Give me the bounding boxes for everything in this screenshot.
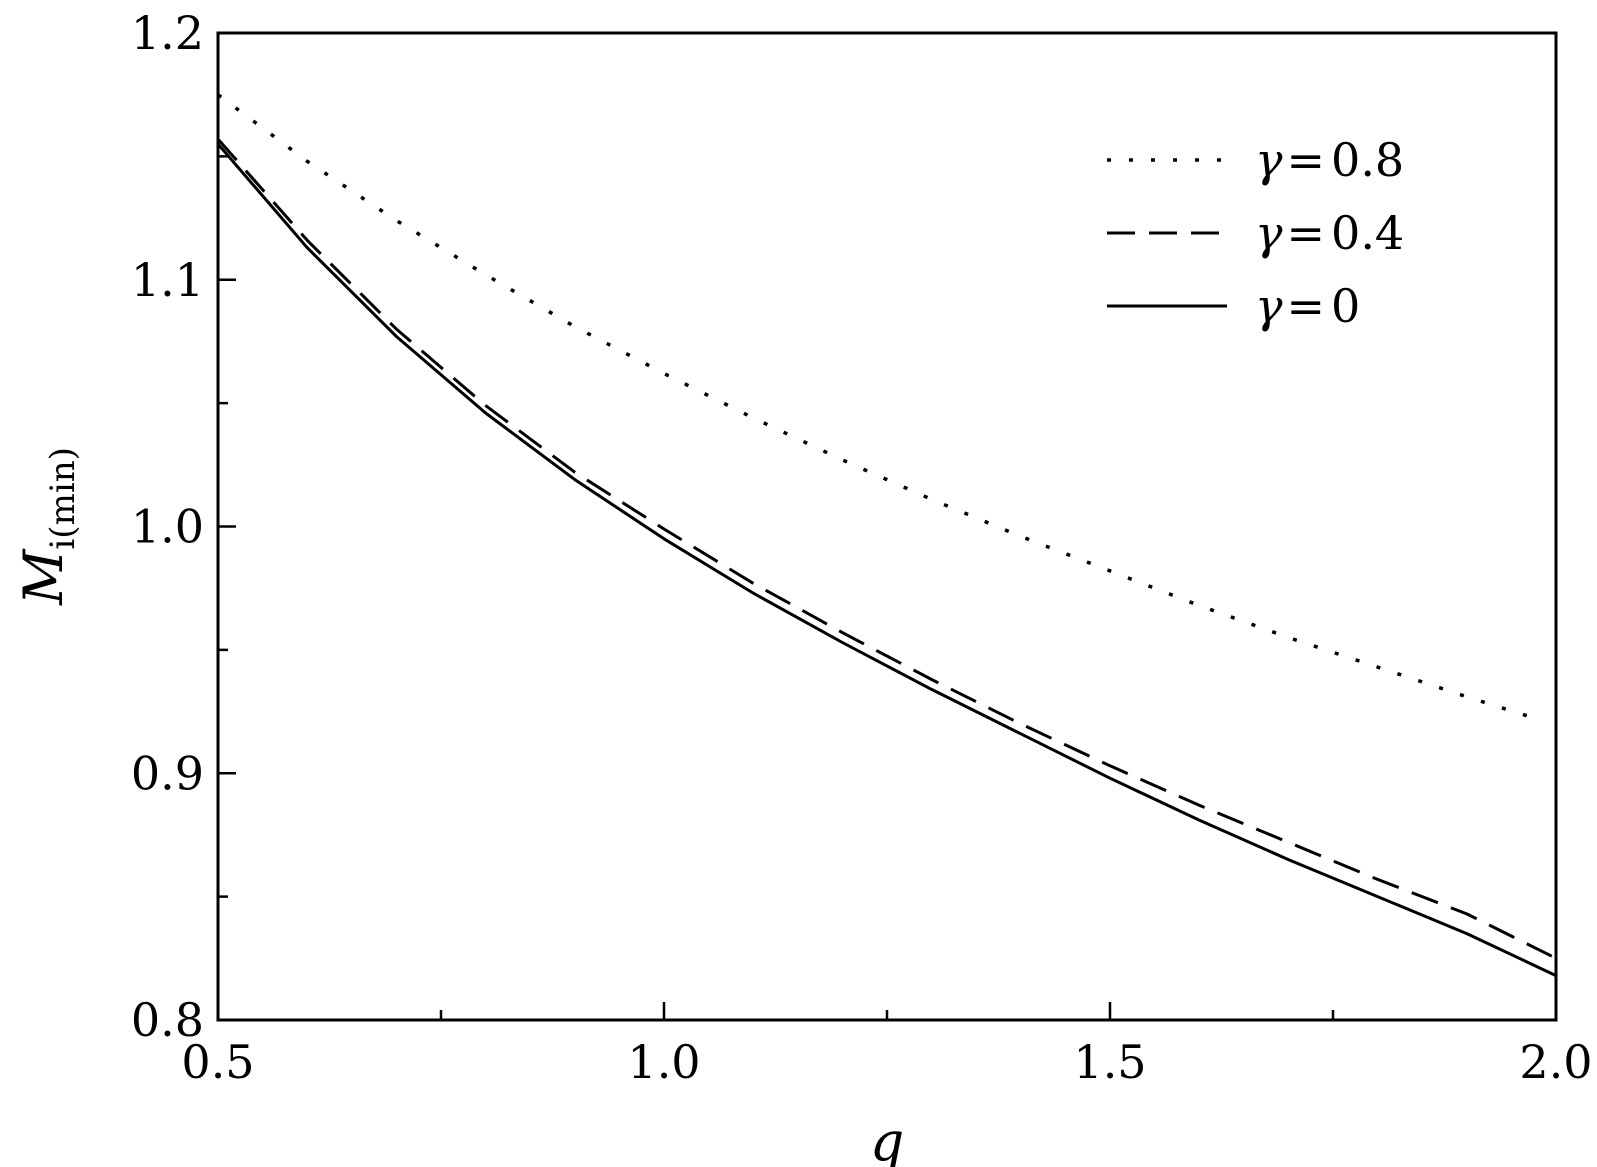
y-tick-label: 1.2 [131,6,204,60]
svg-text:Mi(min): Mi(min) [12,447,83,606]
y-tick-label: 0.9 [131,746,204,800]
series-line-solid [216,143,1557,977]
y-tick-label: 0.8 [131,993,204,1047]
y-axis-label: Mi(min) [12,447,83,606]
plot-frame [216,31,1558,1022]
series-line-dotted [216,93,1530,719]
y-axis-label-main: M [12,548,75,606]
y-tick-label: 1.1 [131,253,204,307]
x-tick-label: 2.0 [1519,1035,1592,1089]
legend: γ= 0.8 γ= 0.4 γ= 0 [1107,133,1404,333]
legend-label: γ= 0.4 [1255,206,1404,260]
legend-label: γ= 0.8 [1255,133,1404,187]
x-axis-label: q [870,1110,905,1167]
ticks-layer: 0.5 1.0 1.5 2.0 0.8 0.9 1.0 1.1 1.2 [131,6,1593,1089]
x-tick-label: 1.0 [627,1035,700,1089]
x-tick-label: 0.5 [181,1035,254,1089]
x-tick-label: 1.5 [1073,1035,1146,1089]
y-tick-label: 1.0 [131,500,204,554]
y-axis-label-subscript: i(min) [43,447,83,549]
series-line-dashed [216,138,1557,960]
legend-label: γ= 0 [1255,279,1360,333]
series-layer [216,93,1557,977]
